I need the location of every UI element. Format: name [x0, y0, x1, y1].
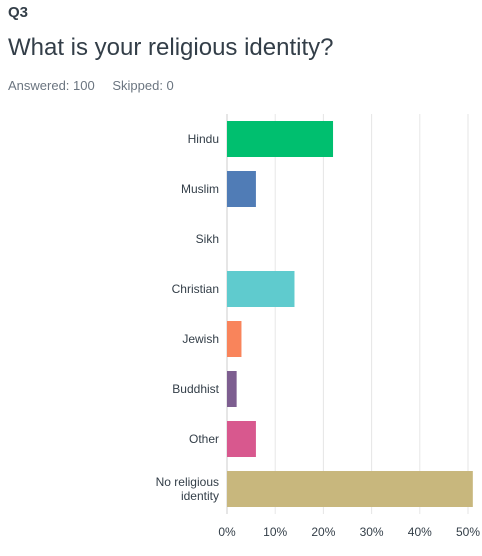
bar[interactable] — [227, 321, 242, 357]
x-tick-label: 10% — [263, 525, 287, 539]
bar[interactable] — [227, 171, 256, 207]
x-tick-label: 30% — [360, 525, 384, 539]
question-number: Q3 — [8, 4, 29, 21]
answered-count: Answered: 100 — [8, 78, 95, 93]
category-label: Jewish — [182, 332, 219, 346]
category-label: Christian — [172, 282, 219, 296]
x-tick-label: 40% — [408, 525, 432, 539]
question-title: What is your religious identity? — [8, 34, 334, 61]
x-tick-label: 20% — [311, 525, 335, 539]
skipped-count: Skipped: 0 — [112, 78, 174, 93]
bar[interactable] — [227, 421, 256, 457]
bar-chart: 0% 10% 20% 30% 40% 50% Hindu Muslim Sikh Christia… — [156, 114, 480, 539]
category-label: Other — [189, 432, 219, 446]
category-label: Muslim — [181, 182, 219, 196]
x-tick-label: 0% — [218, 525, 236, 539]
bar[interactable] — [227, 371, 237, 407]
category-label: No religious identity — [156, 475, 219, 503]
bar[interactable] — [227, 271, 295, 307]
category-label: Hindu — [188, 132, 219, 146]
bar[interactable] — [227, 471, 473, 507]
category-label: Buddhist — [172, 382, 219, 396]
category-label: Sikh — [196, 232, 219, 246]
bar[interactable] — [227, 121, 334, 157]
x-tick-label: 50% — [456, 525, 480, 539]
response-stats: Answered: 100 Skipped: 0 — [8, 78, 188, 93]
